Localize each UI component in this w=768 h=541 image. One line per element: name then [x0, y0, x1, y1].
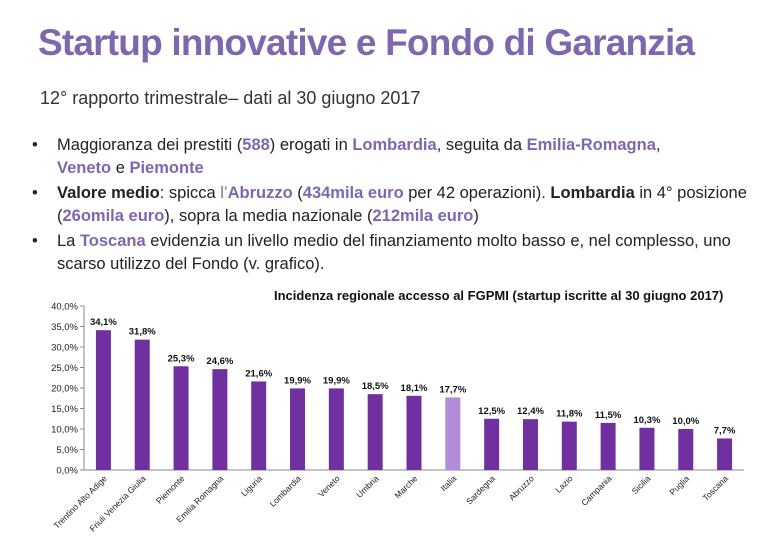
y-tick-label: 10,0%	[51, 425, 78, 436]
bold-text: Lombardia	[550, 184, 635, 202]
bullet-item-3: • La Toscana evidenzia un livello medio d…	[30, 230, 760, 276]
bar	[367, 394, 383, 470]
bar	[290, 388, 306, 470]
y-tick-label: 25,0%	[51, 363, 78, 374]
page-title: Startup innovative e Fondo di Garanzia	[38, 22, 695, 63]
y-tick-label: 35,0%	[51, 322, 78, 333]
text: La	[57, 232, 80, 250]
x-tick-label: Piemonte	[154, 473, 187, 506]
bar	[251, 381, 267, 470]
data-label: 10,3%	[633, 415, 660, 426]
y-tick-label: 15,0%	[51, 404, 78, 415]
x-tick-label: Italia	[438, 473, 458, 493]
bullet-list: • Maggioranza dei prestiti (588) erogati …	[30, 134, 760, 278]
data-label: 31,8%	[129, 327, 156, 338]
y-tick-label: 40,0%	[51, 302, 78, 313]
y-tick-label: 20,0%	[51, 384, 78, 395]
bar	[522, 419, 538, 470]
x-tick-label: Sardegna	[464, 473, 497, 506]
y-tick-label: 30,0%	[51, 343, 78, 354]
data-label: 7,7%	[714, 425, 736, 436]
bar	[173, 366, 189, 470]
highlight: 26omila euro	[62, 207, 165, 225]
data-label: 24,6%	[206, 356, 233, 367]
data-label: 25,3%	[168, 353, 195, 364]
bullet-dot-icon: •	[32, 136, 38, 154]
bullet-item-1: • Maggioranza dei prestiti (588) erogati …	[30, 134, 760, 180]
bar	[561, 421, 577, 470]
bullet-dot-icon: •	[32, 232, 38, 250]
x-tick-label: Lazio	[553, 473, 575, 495]
x-tick-label: Abruzzo	[507, 473, 536, 502]
data-label: 34,1%	[90, 317, 117, 328]
text: (	[292, 184, 303, 202]
text: : spicca	[159, 184, 221, 202]
text: ) erogati in	[269, 136, 353, 154]
highlight: Toscana	[79, 232, 146, 250]
y-tick-label: 5,0%	[56, 445, 78, 456]
text: , seguita da	[436, 136, 527, 154]
highlight: 212mila euro	[372, 207, 474, 225]
highlight: Lombardia	[352, 136, 437, 154]
bar	[600, 422, 616, 470]
data-label: 17,7%	[439, 384, 466, 395]
x-tick-label: Campania	[579, 473, 614, 508]
bar	[212, 369, 228, 470]
text: Maggioranza dei prestiti (	[57, 136, 243, 154]
highlight: l’	[220, 184, 228, 202]
data-label: 18,1%	[401, 383, 428, 394]
data-labels: 34,1% 31,8% 25,3% 24,6% 21,6% 19,9% 19,9% 18,5%…	[90, 317, 736, 436]
text: ,	[655, 136, 661, 154]
x-tick-label: Umbria	[354, 473, 381, 500]
chart-title: Incidenza regionale accesso al FGPMI (st…	[274, 288, 724, 303]
data-label: 12,4%	[517, 406, 544, 417]
bars	[95, 330, 733, 470]
text: evidenzia un livello medio del finanziam…	[57, 232, 731, 273]
bar	[639, 427, 655, 470]
x-tick-label: Puglia	[667, 473, 691, 497]
data-label: 10,0%	[672, 416, 699, 427]
highlight: Emilia-Romagna	[526, 136, 656, 154]
data-label: 19,9%	[323, 375, 350, 386]
highlight: Piemonte	[129, 159, 204, 177]
data-label: 21,6%	[245, 368, 272, 379]
data-label: 19,9%	[284, 375, 311, 386]
text: e	[111, 159, 130, 177]
bold-text: Valore medio	[57, 184, 160, 202]
highlight: 588	[242, 136, 270, 154]
highlight: Abruzzo	[227, 184, 293, 202]
text: in 4° posizione (	[57, 184, 747, 225]
page-subtitle: 12° rapporto trimestrale– dati al 30 giu…	[40, 88, 421, 108]
text: per 42 operazioni).	[403, 184, 551, 202]
bar	[484, 418, 500, 470]
x-tick-label: Marche	[392, 473, 419, 500]
bullet-item-2: • Valore medio: spicca l’Abruzzo (434mila…	[30, 182, 760, 228]
x-tick-label: Veneto	[316, 473, 342, 499]
bar	[134, 339, 150, 470]
y-tick-label: 0,0%	[56, 466, 78, 477]
highlight: Veneto	[57, 159, 112, 177]
highlight: 434mila euro	[302, 184, 404, 202]
x-tick-label: Sicilia	[630, 473, 653, 496]
x-tick-label: Liguria	[239, 473, 264, 498]
bar	[717, 438, 733, 470]
text: )	[473, 207, 479, 225]
bar	[406, 395, 422, 470]
data-label: 18,5%	[362, 381, 389, 392]
bar	[678, 429, 694, 470]
x-tick-label: Toscana	[701, 473, 731, 503]
data-label: 11,8%	[556, 409, 583, 420]
bar	[95, 330, 111, 470]
x-tick-label: Lombardia	[267, 473, 303, 509]
text: ), sopra la media nazionale (	[164, 207, 373, 225]
bullet-dot-icon: •	[32, 184, 38, 202]
bar	[445, 397, 461, 470]
data-label: 11,5%	[595, 410, 622, 421]
bar	[328, 388, 344, 470]
data-label: 12,5%	[478, 406, 505, 417]
